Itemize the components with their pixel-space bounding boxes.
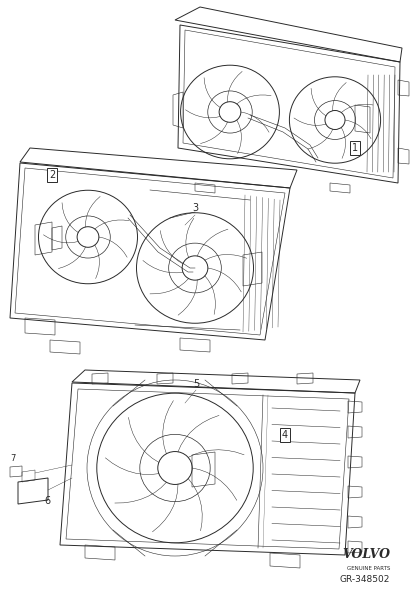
Text: VOLVO: VOLVO	[342, 549, 390, 561]
Text: GENUINE PARTS: GENUINE PARTS	[346, 566, 390, 570]
Text: 3: 3	[192, 203, 198, 213]
Text: 2: 2	[49, 170, 55, 180]
Text: 1: 1	[352, 143, 358, 153]
Text: 5: 5	[193, 379, 199, 389]
Text: 6: 6	[44, 496, 50, 506]
Text: GR-348502: GR-348502	[339, 576, 390, 585]
Text: 4: 4	[282, 430, 288, 440]
Text: 7: 7	[10, 454, 15, 463]
